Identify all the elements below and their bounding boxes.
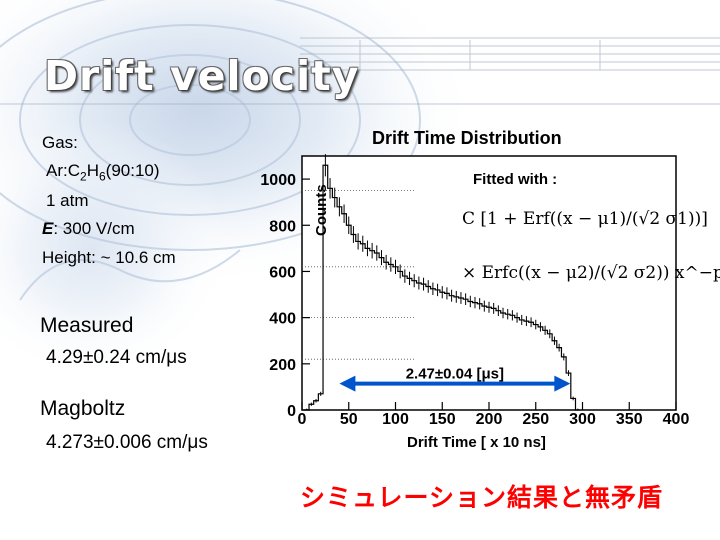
measured-label: Measured [40,314,134,337]
measured-value: 4.29±0.24 cm/μs [46,347,187,368]
y-axis-label: Counts [313,184,330,236]
fit-formula-line2: × Erfc((x − μ2)/(√2 σ2)) x^−p [462,263,720,283]
x-tick-label: 250 [522,411,549,428]
x-tick-label: 150 [429,411,456,428]
magboltz-label: Magboltz [40,397,126,420]
y-tick-label: 0 [287,403,296,420]
gas-label: Gas: [42,133,78,152]
y-tick-label: 400 [269,311,296,328]
x-tick-label: 200 [476,411,503,428]
x-tick-label: 400 [663,411,690,428]
range-arrow-left-head [339,375,356,392]
gas-pressure: 1 atm [46,191,89,210]
chamber-height: Height: ~ 10.6 cm [42,248,176,267]
range-annotation-label: 2.47±0.04 [μs] [406,366,504,383]
x-tick-label: 300 [569,411,596,428]
plot-frame [301,155,677,411]
y-tick-label: 800 [269,218,296,235]
x-axis-label: Drift Time [ x 10 ns] [407,434,546,451]
x-tick-label: 50 [340,411,358,428]
y-tick-label: 600 [269,264,296,281]
x-tick-label: 0 [298,411,307,428]
gas-mixture: Ar:C2H6(90:10) [46,161,160,184]
range-arrow-right-head [554,375,571,392]
electric-field: E: 300 V/cm [42,219,135,238]
fit-formula: Fitted with : C [1 + Erf((x − μ1)/(√2 σ1… [462,171,720,283]
x-tick-label: 350 [616,411,643,428]
x-tick-label: 100 [382,411,409,428]
y-tick-label: 1000 [260,172,296,189]
y-tick-label: 200 [269,357,296,374]
conclusion-text: シミュレーション結果と無矛盾 [300,483,664,512]
fit-label: Fitted with : [473,171,557,188]
chart-title: Drift Time Distribution [372,128,562,148]
magboltz-value: 4.273±0.006 cm/μs [46,432,208,453]
slide-title: Drift velocity [44,52,360,100]
fit-formula-line1: C [1 + Erf((x − μ1)/(√2 σ1))] [462,209,708,229]
histogram-series [304,164,581,411]
